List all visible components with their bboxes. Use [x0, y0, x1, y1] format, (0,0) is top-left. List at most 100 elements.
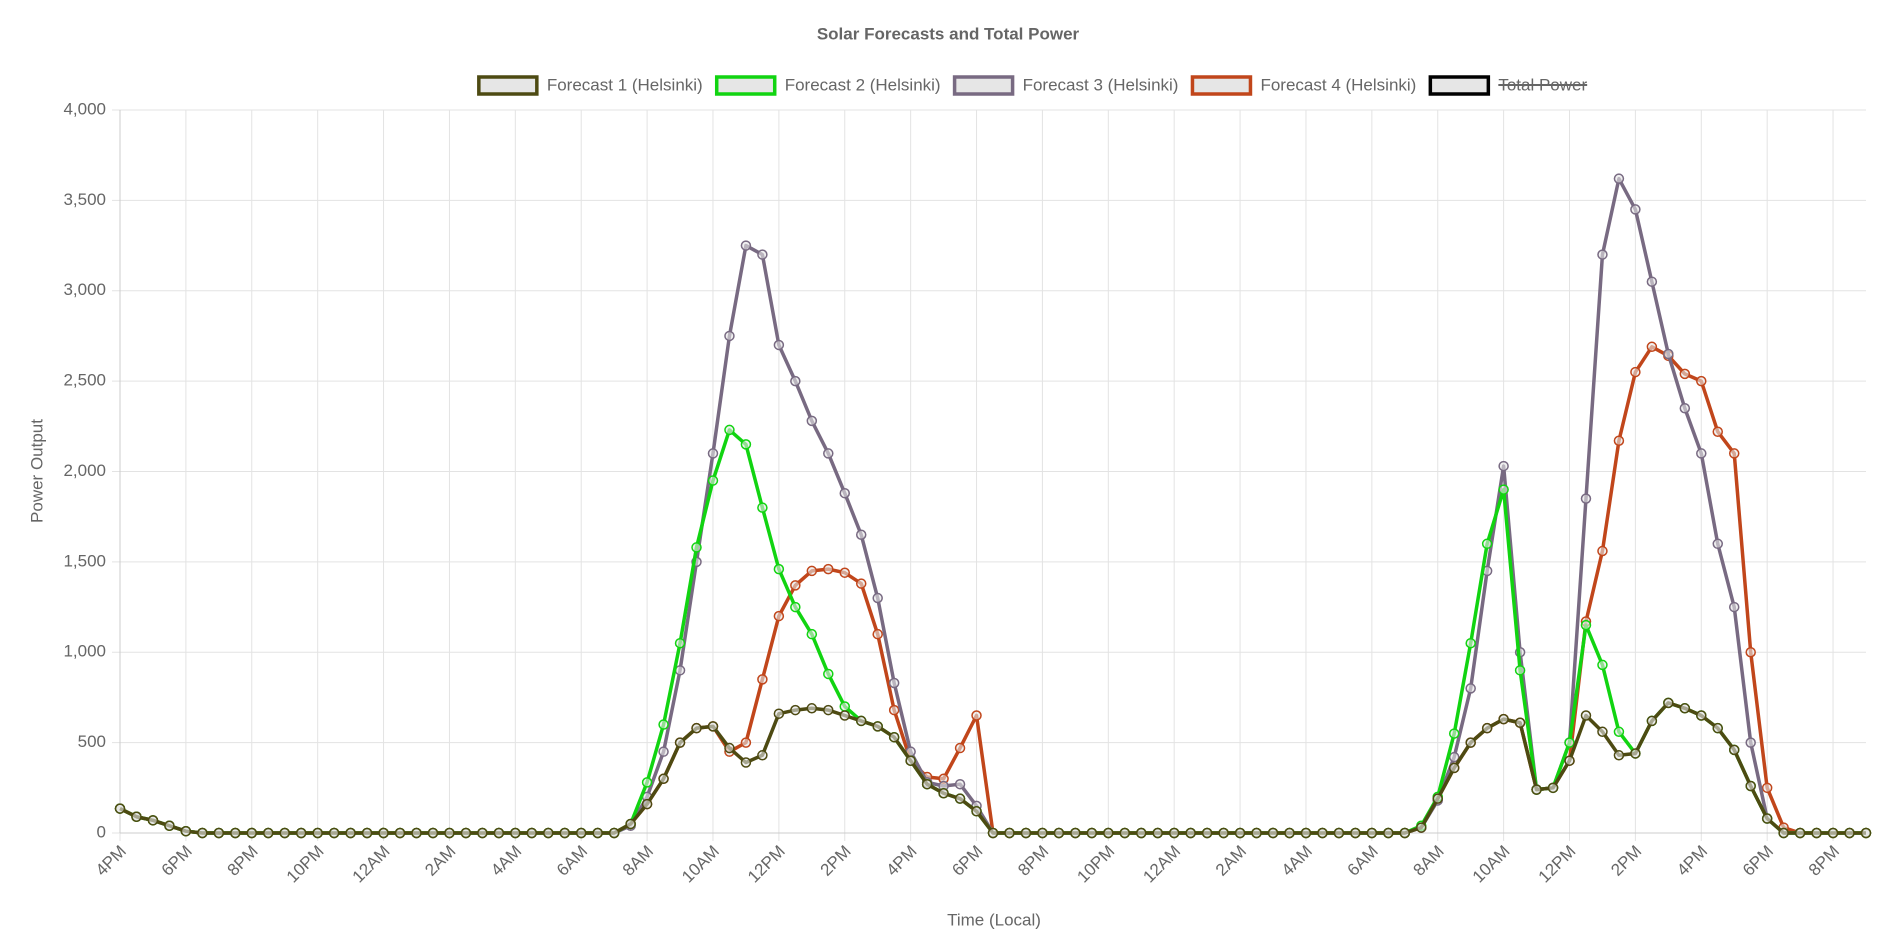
data-point [1663, 697, 1674, 709]
data-point [674, 737, 686, 748]
data-point [806, 565, 818, 577]
legend-item: Forecast 4 (Helsinki) [1190, 75, 1416, 96]
x-axis-title: Time (Local) [947, 910, 1041, 929]
data-point [1498, 484, 1509, 495]
data-point [1185, 827, 1196, 839]
data-point [394, 827, 406, 839]
data-point [1020, 827, 1032, 839]
data-point [823, 704, 834, 716]
data-point [823, 448, 834, 459]
data-point [1696, 375, 1707, 387]
data-point [1514, 665, 1526, 676]
data-point [295, 827, 307, 839]
data-point [510, 827, 521, 839]
data-point [1465, 737, 1476, 748]
data-point [1481, 538, 1493, 550]
data-point [1168, 827, 1180, 839]
legend-item: Forecast 1 (Helsinki) [477, 75, 703, 96]
x-tick-label: 4AM [1278, 842, 1316, 880]
y-tick-label: 500 [78, 732, 106, 751]
data-point [328, 827, 340, 839]
data-point [1498, 460, 1509, 472]
data-point [1794, 827, 1806, 839]
y-tick-label: 2,500 [63, 371, 106, 390]
data-point [1597, 249, 1608, 260]
data-point [361, 827, 373, 839]
data-point [790, 704, 801, 716]
data-point [707, 475, 719, 486]
x-tick-label: 2PM [1607, 842, 1645, 880]
data-point [1465, 637, 1476, 649]
data-point [691, 722, 702, 734]
data-point [1564, 737, 1575, 748]
x-tick-label: 2PM [817, 842, 855, 880]
data-point [1646, 276, 1658, 287]
data-point [707, 448, 719, 459]
data-point [658, 773, 669, 785]
data-point [1383, 827, 1394, 839]
data-point [987, 827, 999, 839]
data-point [888, 704, 900, 716]
data-point [954, 778, 966, 790]
data-point [872, 721, 883, 732]
y-tick-label: 2,000 [63, 461, 106, 480]
data-point [1333, 827, 1345, 839]
data-point [806, 703, 818, 714]
data-point [114, 803, 126, 814]
data-point [790, 601, 801, 613]
data-point [641, 798, 653, 810]
data-point [180, 825, 192, 837]
data-point [773, 610, 785, 622]
data-point [1416, 822, 1427, 833]
y-axis-title: Power Output [27, 419, 46, 523]
x-tick-label: 2AM [1212, 842, 1250, 880]
data-point [1053, 827, 1065, 839]
data-point [1580, 493, 1592, 504]
data-point [1465, 683, 1476, 694]
data-point [1827, 827, 1839, 839]
data-point [1086, 827, 1098, 839]
data-point [872, 592, 883, 604]
data-point [1811, 827, 1822, 839]
data-point [1597, 545, 1608, 557]
data-point [855, 529, 867, 541]
x-tick-label: 4PM [1673, 842, 1711, 880]
legend-item: Forecast 3 (Helsinki) [952, 75, 1178, 96]
data-point [262, 827, 274, 839]
data-point [674, 637, 686, 649]
data-point [1448, 762, 1460, 774]
data-point [1613, 750, 1625, 761]
data-point [839, 487, 851, 499]
data-point [1712, 426, 1724, 437]
data-point [608, 827, 620, 839]
data-point [493, 827, 505, 839]
data-point [823, 668, 834, 680]
data-point [1152, 827, 1163, 839]
legend-item: Total Power [1428, 75, 1587, 96]
data-point [427, 827, 439, 839]
x-tick-label: 4PM [882, 842, 920, 880]
data-point [592, 827, 603, 839]
data-point [1201, 827, 1213, 839]
x-tick-label: 2AM [421, 842, 459, 880]
data-point [1613, 726, 1625, 738]
data-point [477, 827, 488, 839]
data-point [1630, 204, 1641, 215]
data-point [740, 737, 752, 748]
y-tick-label: 1,500 [63, 551, 106, 570]
data-point [1481, 722, 1493, 734]
series-line [119, 701, 1866, 835]
data-point [757, 502, 768, 513]
data-point [1580, 619, 1592, 631]
data-point [1646, 341, 1658, 353]
x-tick-label: 12PM [1535, 842, 1580, 887]
data-point [921, 778, 933, 790]
data-point [1037, 827, 1048, 839]
legend-swatch [952, 75, 1015, 96]
data-point [1119, 827, 1131, 839]
legend-label: Forecast 1 (Helsinki) [547, 75, 703, 94]
data-point [1860, 827, 1872, 839]
data-point [839, 710, 851, 721]
data-point [1761, 782, 1773, 794]
